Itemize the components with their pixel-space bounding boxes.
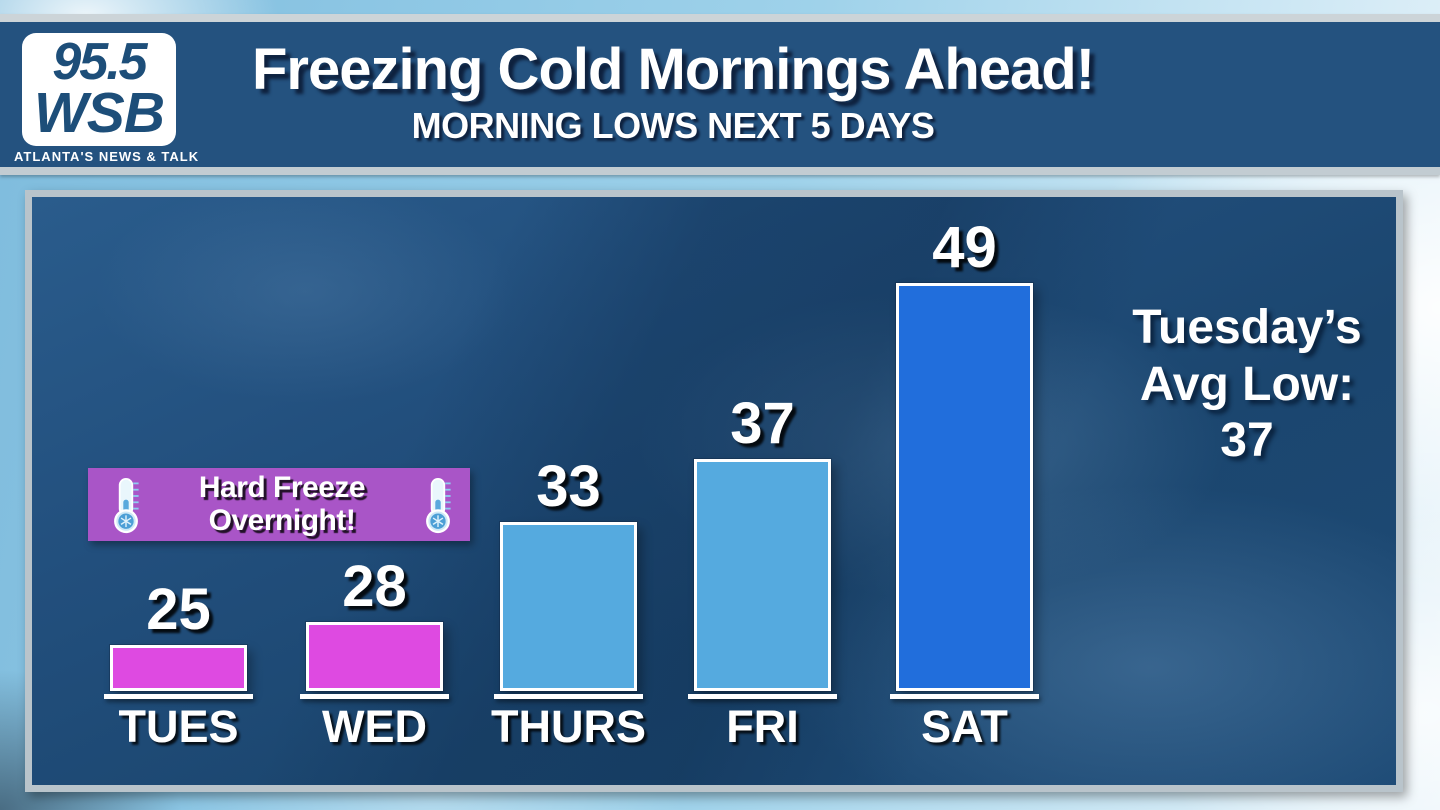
hard-freeze-callout: Hard Freeze Overnight! bbox=[88, 468, 470, 541]
page-subtitle: MORNING LOWS NEXT 5 DAYS bbox=[411, 104, 935, 146]
bar-value-label-tues: 25 bbox=[146, 577, 211, 642]
bar-day-label-tues: TUES bbox=[118, 701, 239, 752]
page-title: Freezing Cold Mornings Ahead! bbox=[251, 37, 1095, 102]
hard-freeze-label: Hard Freeze Overnight! bbox=[144, 472, 420, 536]
bar-wed bbox=[306, 622, 443, 691]
bar-value-label-sat: 49 bbox=[932, 215, 997, 280]
hard-freeze-line2: Overnight! bbox=[208, 503, 356, 537]
bar-baseline-thurs bbox=[494, 694, 643, 699]
avg-low-value: 37 bbox=[1220, 414, 1274, 468]
bar-value-label-wed: 28 bbox=[342, 554, 407, 619]
avg-low-line1: Tuesday’s bbox=[1132, 301, 1362, 354]
logo-frequency: 95.5 bbox=[52, 32, 147, 91]
bar-thurs bbox=[500, 522, 637, 691]
bar-day-label-wed: WED bbox=[322, 701, 427, 752]
thermometer-icon bbox=[426, 477, 451, 533]
hard-freeze-line1: Hard Freeze bbox=[198, 471, 366, 505]
bar-value-label-thurs: 33 bbox=[536, 454, 601, 519]
logo-callsign: WSB bbox=[34, 81, 165, 146]
logo-tagline: ATLANTA'S NEWS & TALK bbox=[14, 149, 200, 164]
avg-low-annotation: Tuesday’s Avg Low: 37 bbox=[1052, 300, 1440, 470]
bar-fri bbox=[694, 459, 831, 691]
bar-tues bbox=[110, 645, 247, 691]
bar-sat bbox=[896, 283, 1033, 691]
bar-day-label-fri: FRI bbox=[726, 701, 799, 752]
bar-value-label-fri: 37 bbox=[730, 391, 795, 456]
station-logo: 95.5 WSB bbox=[22, 33, 176, 146]
bar-baseline-tues bbox=[104, 694, 253, 699]
bar-baseline-fri bbox=[688, 694, 837, 699]
thermometer-icon bbox=[114, 477, 139, 533]
avg-low-line2: Avg Low: bbox=[1139, 357, 1355, 411]
bar-baseline-sat bbox=[890, 694, 1039, 699]
header-bar bbox=[0, 14, 1440, 175]
bar-baseline-wed bbox=[300, 694, 449, 699]
bar-day-label-sat: SAT bbox=[921, 701, 1008, 752]
bar-day-label-thurs: THURS bbox=[491, 701, 646, 752]
header-titles: Freezing Cold Mornings Ahead! MORNING LO… bbox=[251, 37, 1095, 147]
